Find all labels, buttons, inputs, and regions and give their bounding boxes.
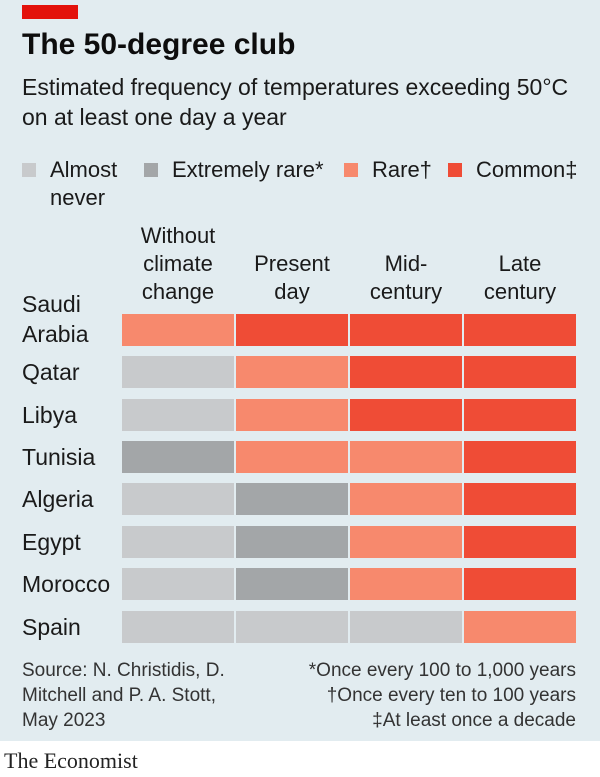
cell-spain-col3 bbox=[350, 611, 462, 643]
cell-qatar-col4 bbox=[464, 356, 576, 388]
cell-saudi-arabia-col2 bbox=[236, 314, 348, 346]
legend-label-common: Common‡ bbox=[476, 157, 578, 182]
cell-algeria-col4 bbox=[464, 483, 576, 515]
cell-morocco-col2 bbox=[236, 568, 348, 600]
footnote-extremely-rare: *Once every 100 to 1,000 years bbox=[308, 660, 576, 681]
cell-libya-col1 bbox=[122, 399, 234, 431]
cell-egypt-col4 bbox=[464, 526, 576, 558]
footnotes: *Once every 100 to 1,000 years †Once eve… bbox=[246, 658, 576, 733]
row-label-qatar: Qatar bbox=[22, 359, 80, 385]
row-label-saudi-arabia: Saudi Arabia bbox=[22, 291, 89, 347]
legend: Almost never Extremely rare* Rare† Commo… bbox=[22, 156, 592, 214]
chart-subtitle: Estimated frequency of temperatures exce… bbox=[22, 74, 569, 130]
cell-algeria-col1 bbox=[122, 483, 234, 515]
legend-swatch-common bbox=[448, 163, 462, 177]
cell-spain-col4 bbox=[464, 611, 576, 643]
cell-egypt-col3 bbox=[350, 526, 462, 558]
row-label-libya: Libya bbox=[22, 402, 77, 428]
legend-label-almost-never: Almost never bbox=[50, 157, 118, 210]
row-label-spain: Spain bbox=[22, 614, 81, 640]
column-header-mid-century: Mid-century bbox=[369, 251, 443, 304]
footnote-common: ‡At least once a decade bbox=[372, 710, 576, 731]
cell-saudi-arabia-col1 bbox=[122, 314, 234, 346]
cell-saudi-arabia-col3 bbox=[350, 314, 462, 346]
column-header-without-climate-change: Without climate change bbox=[140, 223, 216, 304]
cell-libya-col2 bbox=[236, 399, 348, 431]
row-label-egypt: Egypt bbox=[22, 529, 81, 555]
cell-libya-col4 bbox=[464, 399, 576, 431]
cell-tunisia-col3 bbox=[350, 441, 462, 473]
cell-libya-col3 bbox=[350, 399, 462, 431]
cell-morocco-col4 bbox=[464, 568, 576, 600]
row-label-tunisia: Tunisia bbox=[22, 444, 96, 470]
source-note: Source: N. Christidis, D. Mitchell and P… bbox=[22, 660, 225, 731]
cell-qatar-col3 bbox=[350, 356, 462, 388]
cell-saudi-arabia-col4 bbox=[464, 314, 576, 346]
cell-tunisia-col1 bbox=[122, 441, 234, 473]
legend-label-rare: Rare† bbox=[372, 157, 432, 182]
cell-egypt-col1 bbox=[122, 526, 234, 558]
legend-swatch-almost-never bbox=[22, 163, 36, 177]
footnote-rare: †Once every ten to 100 years bbox=[326, 685, 576, 706]
cell-algeria-col3 bbox=[350, 483, 462, 515]
cell-qatar-col1 bbox=[122, 356, 234, 388]
cell-morocco-col1 bbox=[122, 568, 234, 600]
legend-swatch-extremely-rare bbox=[144, 163, 158, 177]
chart-panel: The 50-degree club Estimated frequency o… bbox=[0, 0, 600, 741]
cell-tunisia-col4 bbox=[464, 441, 576, 473]
brand-red-tag bbox=[22, 5, 78, 19]
cell-egypt-col2 bbox=[236, 526, 348, 558]
column-header-present-day: Present day bbox=[254, 251, 330, 304]
row-label-algeria: Algeria bbox=[22, 486, 94, 512]
legend-swatch-rare bbox=[344, 163, 358, 177]
cell-morocco-col3 bbox=[350, 568, 462, 600]
cell-qatar-col2 bbox=[236, 356, 348, 388]
cell-algeria-col2 bbox=[236, 483, 348, 515]
cell-spain-col2 bbox=[236, 611, 348, 643]
brand-logo-text: The Economist bbox=[4, 748, 138, 773]
column-header-late-century: Late century bbox=[483, 251, 557, 304]
chart-title: The 50-degree club bbox=[22, 28, 296, 61]
cell-spain-col1 bbox=[122, 611, 234, 643]
legend-label-extremely-rare: Extremely rare* bbox=[172, 157, 324, 182]
cell-tunisia-col2 bbox=[236, 441, 348, 473]
row-label-morocco: Morocco bbox=[22, 571, 111, 597]
